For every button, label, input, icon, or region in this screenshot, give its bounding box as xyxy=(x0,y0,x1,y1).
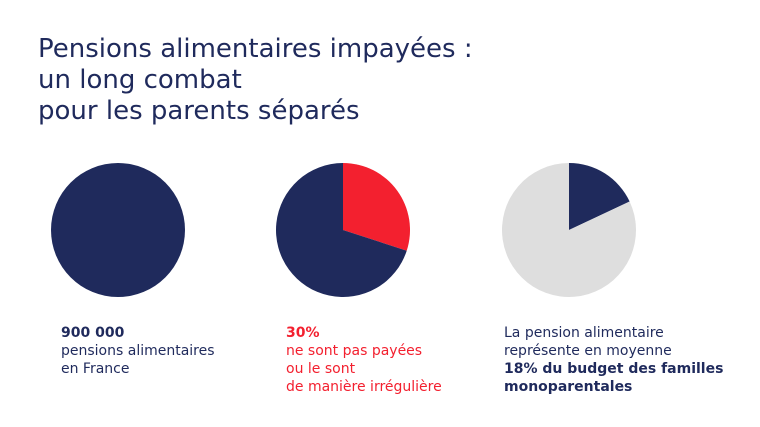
caption-line: La pension alimentaire xyxy=(504,325,664,341)
pie-chart-unpaid-share xyxy=(276,163,410,297)
title-line: pour les parents séparés xyxy=(38,96,360,126)
pie-slice-1 xyxy=(276,163,407,297)
caption-line: de manière irrégulière xyxy=(286,379,442,395)
pie-chart-svg xyxy=(51,163,185,297)
caption-line: pensions alimentaires xyxy=(61,343,215,359)
caption-unpaid-share: 30% ne sont pas payées ou le sont de man… xyxy=(286,324,442,396)
caption-highlight: 30% xyxy=(286,325,320,341)
caption-budget-share: La pension alimentaire représente en moy… xyxy=(504,324,723,396)
caption-line: en France xyxy=(61,361,130,377)
caption-total-pensions: 900 000 pensions alimentaires en France xyxy=(61,324,215,378)
caption-line: ou le sont xyxy=(286,361,356,377)
pie-chart-budget-share xyxy=(502,163,636,297)
chart-title: Pensions alimentaires impayées : un long… xyxy=(38,34,473,127)
caption-bold-line: monoparentales xyxy=(504,379,633,395)
pie-slice-0 xyxy=(343,163,410,251)
pie-chart-svg xyxy=(276,163,410,297)
caption-highlight: 900 000 xyxy=(61,325,125,341)
caption-bold-line: 18% du budget des familles xyxy=(504,361,724,377)
pie-chart-total-pensions xyxy=(51,163,185,297)
pie-slice-0 xyxy=(51,163,185,297)
caption-line: représente en moyenne xyxy=(504,343,672,359)
caption-line: ne sont pas payées xyxy=(286,343,423,359)
title-line: un long combat xyxy=(38,65,242,95)
pie-slice-0 xyxy=(569,163,630,230)
pie-slice-1 xyxy=(502,163,636,297)
title-line: Pensions alimentaires impayées : xyxy=(38,34,473,64)
pie-chart-svg xyxy=(502,163,636,297)
